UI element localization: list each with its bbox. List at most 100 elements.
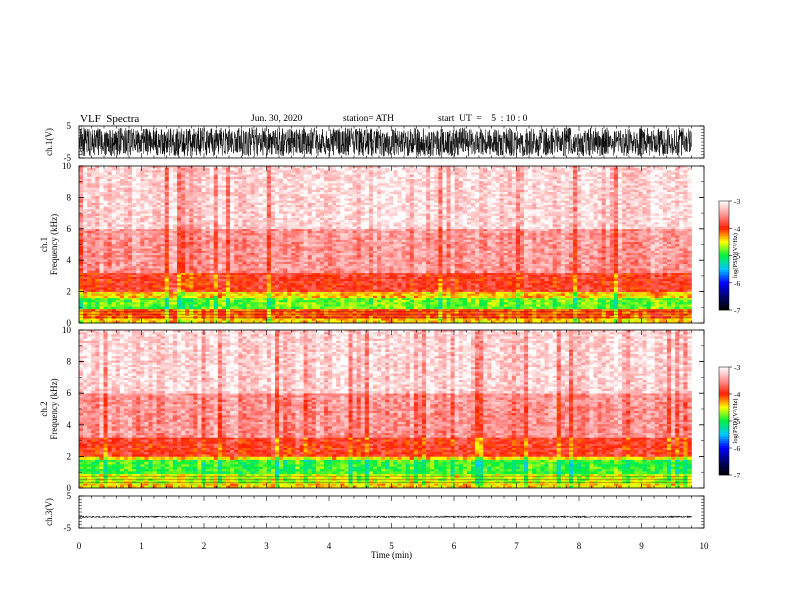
psd-cell — [671, 304, 676, 307]
psd-cell — [597, 228, 602, 232]
psd-cell — [336, 300, 341, 303]
psd-cell — [234, 235, 239, 238]
psd-cell — [630, 276, 635, 280]
psd-cell — [160, 304, 166, 307]
psd-cell — [532, 279, 537, 282]
psd-cell — [148, 311, 153, 314]
psd-cell — [524, 293, 529, 297]
psd-cell — [438, 287, 443, 290]
psd-cell — [209, 231, 215, 234]
psd-cell — [128, 231, 133, 234]
psd-cell — [291, 308, 296, 312]
psd-cell — [238, 276, 243, 280]
psd-cell — [389, 295, 394, 299]
psd-cell — [266, 287, 272, 290]
psd-cell — [466, 246, 472, 249]
psd-cell — [160, 311, 166, 314]
psd-cell — [613, 295, 619, 299]
psd-cell — [319, 318, 325, 321]
psd-cell — [548, 279, 553, 282]
psd-cell — [299, 287, 304, 290]
psd-cell — [315, 306, 321, 310]
psd-cell — [160, 244, 166, 247]
psd-cell — [426, 320, 431, 324]
psd-cell — [307, 300, 313, 303]
psd-cell — [471, 235, 476, 238]
psd-cell — [311, 289, 317, 292]
psd-cell — [618, 293, 623, 297]
psd-cell — [95, 291, 100, 294]
psd-cell — [307, 274, 313, 278]
psd-cell — [307, 308, 313, 312]
psd-cell — [491, 320, 496, 324]
psd-cell — [283, 304, 288, 307]
psd-cell — [119, 295, 125, 299]
psd-cell — [442, 291, 447, 294]
psd-cell — [377, 281, 382, 284]
psd-cell — [389, 228, 394, 232]
psd-cell — [593, 308, 598, 312]
psd-cell — [556, 281, 562, 284]
psd-cell — [95, 231, 100, 234]
psd-cell — [299, 311, 304, 314]
psd-cell — [172, 295, 178, 299]
psd-cell — [556, 320, 562, 324]
psd-cell — [148, 279, 153, 282]
psd-cell — [91, 293, 96, 297]
psd-cell — [275, 295, 280, 299]
psd-cell — [177, 272, 182, 276]
psd-cell — [209, 313, 215, 317]
psd-cell — [675, 233, 680, 236]
psd-cell — [487, 283, 492, 286]
psd-cell — [226, 320, 231, 324]
psd-cell — [581, 311, 586, 314]
psd-cell — [466, 289, 472, 292]
psd-cell — [597, 231, 602, 234]
psd-cell — [230, 306, 235, 310]
psd-cell — [364, 311, 370, 314]
psd-cell — [189, 248, 194, 252]
psd-cell — [340, 279, 345, 282]
psd-cell — [593, 318, 598, 321]
psd-cell — [332, 272, 337, 276]
psd-cell — [123, 304, 129, 307]
psd-cell — [250, 233, 255, 236]
psd-cell — [132, 279, 137, 282]
psd-cell — [185, 248, 190, 252]
psd-cell — [515, 320, 521, 324]
psd-cell — [258, 239, 264, 243]
psd-cell — [683, 304, 688, 307]
psd-cell — [556, 289, 562, 292]
psd-cell — [213, 237, 219, 241]
psd-cell — [618, 295, 623, 299]
psd-cell — [254, 304, 259, 307]
psd-cell — [332, 302, 337, 305]
psd-cell — [630, 281, 635, 284]
psd-cell — [450, 279, 455, 282]
psd-cell — [168, 233, 174, 236]
psd-cell — [136, 318, 141, 321]
psd-cell — [352, 320, 357, 324]
psd-cell — [91, 313, 96, 317]
psd-cell — [299, 235, 304, 238]
psd-cell — [107, 297, 112, 301]
psd-cell — [450, 231, 455, 234]
psd-cell — [683, 281, 688, 284]
psd-cell — [344, 306, 349, 310]
psd-cell — [201, 274, 206, 278]
psd-cell — [123, 285, 129, 288]
psd-cell — [679, 289, 684, 292]
psd-cell — [675, 241, 680, 245]
psd-cell — [495, 272, 500, 276]
psd-cell — [683, 276, 688, 280]
psd-cell — [164, 308, 170, 312]
psd-cell — [128, 308, 133, 312]
psd-cell — [328, 295, 333, 299]
psd-cell — [422, 313, 427, 317]
psd-cell — [593, 295, 598, 299]
psd-cell — [581, 274, 586, 278]
psd-cell — [111, 297, 117, 301]
psd-cell — [197, 293, 202, 297]
psd-cell — [556, 318, 562, 321]
psd-cell — [462, 295, 468, 299]
